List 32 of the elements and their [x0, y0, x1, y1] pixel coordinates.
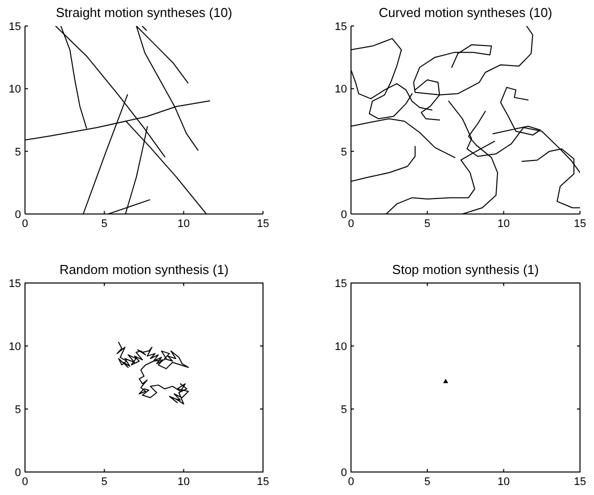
y-tick-label: 10 [8, 84, 21, 96]
chart-title: Random motion synthesis (1) [59, 262, 229, 277]
y-tick-label: 5 [14, 404, 21, 416]
y-tick-label: 0 [340, 209, 347, 221]
y-tick-label: 0 [14, 467, 21, 479]
x-tick-label: 5 [424, 476, 430, 488]
x-tick-label: 10 [498, 476, 510, 488]
x-tick-label: 15 [574, 476, 586, 488]
x-tick-label: 5 [101, 476, 108, 488]
y-tick-label: 15 [8, 21, 21, 33]
x-tick-label: 15 [256, 476, 270, 488]
x-tick-label: 5 [101, 218, 108, 230]
y-tick-label: 5 [340, 404, 347, 416]
y-tick-label: 0 [340, 467, 347, 479]
x-tick-label: 15 [256, 218, 270, 230]
y-tick-label: 15 [334, 21, 347, 33]
y-tick-label: 10 [334, 341, 347, 353]
y-tick-label: 10 [334, 84, 347, 96]
y-tick-label: 5 [14, 146, 21, 158]
x-tick-label: 5 [424, 218, 430, 230]
chart-title: Straight motion syntheses (10) [56, 5, 232, 20]
chart-title: Stop motion synthesis (1) [392, 262, 539, 277]
x-tick-label: 10 [498, 218, 510, 230]
y-tick-label: 15 [8, 278, 21, 290]
y-tick-label: 15 [334, 278, 347, 290]
y-tick-label: 5 [340, 146, 347, 158]
y-tick-label: 0 [14, 209, 21, 221]
x-tick-label: 10 [178, 476, 190, 488]
x-tick-label: 10 [178, 218, 190, 230]
chart-title: Curved motion syntheses (10) [378, 5, 552, 20]
x-tick-label: 15 [574, 218, 586, 230]
y-tick-label: 10 [8, 341, 21, 353]
